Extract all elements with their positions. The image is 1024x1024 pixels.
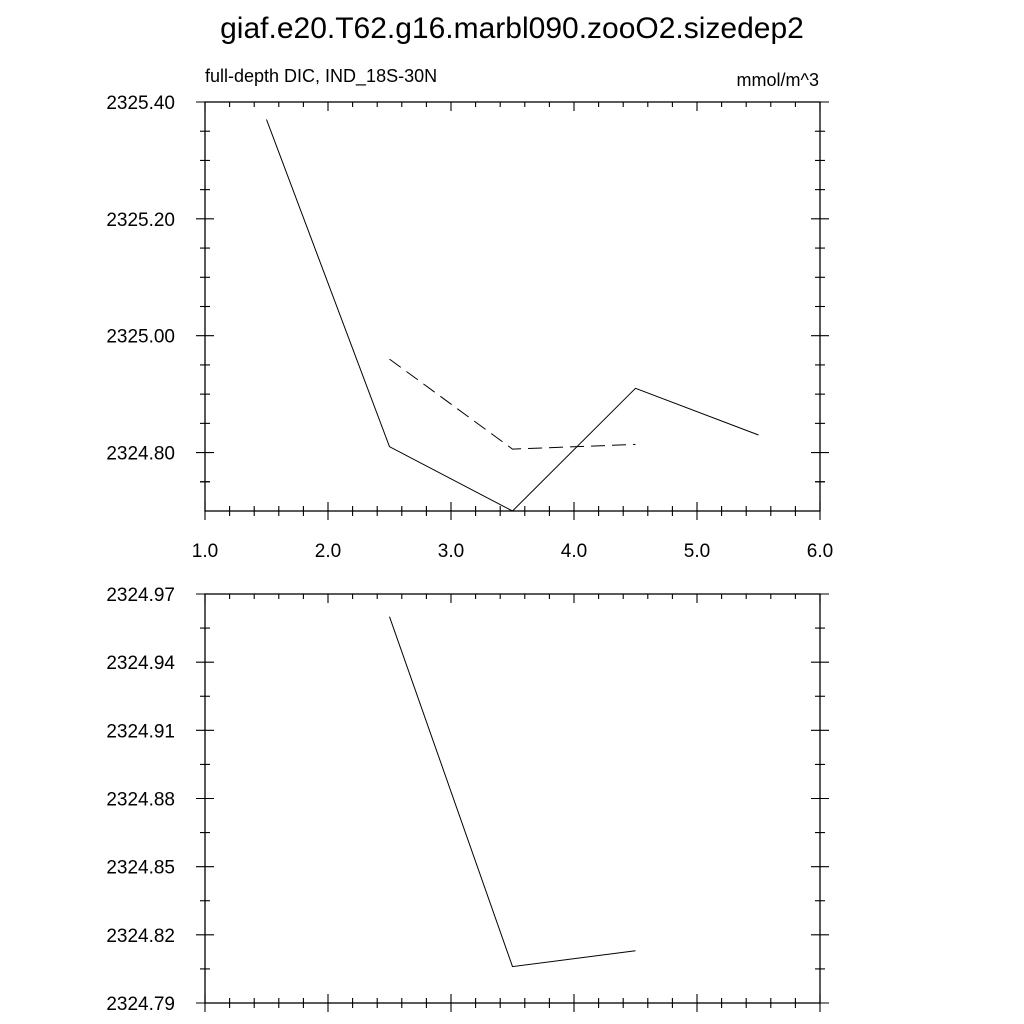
bottom-y-tick-label: 2324.91 (106, 721, 175, 742)
top-tick-marks (196, 101, 829, 520)
main-title: giaf.e20.T62.g16.marbl090.zooO2.sizedep2 (220, 12, 804, 45)
top-x-tick-label: 2.0 (315, 541, 341, 562)
bottom-panel: 2324.79 2324.82 2324.85 2324.88 2324.91 2324.… (106, 585, 829, 1015)
bottom-y-tick-label: 2324.94 (106, 653, 175, 674)
top-x-tick-label: 6.0 (807, 541, 833, 562)
bottom-y-tick-label: 2324.85 (106, 858, 175, 879)
bottom-plot-frame (204, 593, 821, 1004)
top-series-line-dashed (389, 358, 636, 450)
top-tick-labels: 1.0 2.0 3.0 4.0 5.0 6.0 2324.80 2325.00 2325.20 2… (106, 93, 833, 562)
bottom-y-tick-label: 2324.82 (106, 926, 175, 947)
bottom-y-tick-label: 2324.79 (106, 994, 175, 1015)
top-y-tick-label: 2324.80 (106, 444, 175, 465)
top-panel-subtitle: full-depth DIC, IND_18S-30N (205, 66, 437, 87)
top-panel-units: mmol/m^3 (737, 70, 819, 90)
top-series (266, 119, 759, 512)
bottom-y-tick-label: 2324.97 (106, 585, 175, 606)
top-panel: full-depth DIC, IND_18S-30N mmol/m^3 1.0… (106, 66, 833, 562)
top-plot-frame (204, 101, 821, 512)
bottom-tick-marks (196, 593, 829, 1012)
top-y-tick-label: 2325.00 (106, 327, 175, 348)
top-y-tick-label: 2325.40 (106, 93, 175, 114)
bottom-series (389, 616, 636, 968)
bottom-tick-labels: 2324.79 2324.82 2324.85 2324.88 2324.91 2324.… (106, 585, 175, 1015)
top-y-tick-label: 2325.20 (106, 210, 175, 231)
bottom-y-tick-label: 2324.88 (106, 790, 175, 811)
top-x-tick-label: 1.0 (192, 541, 218, 562)
top-x-tick-label: 5.0 (684, 541, 710, 562)
top-series-line-solid (266, 119, 759, 512)
top-x-tick-label: 3.0 (438, 541, 464, 562)
bottom-series-line-solid (389, 616, 636, 968)
top-x-tick-label: 4.0 (561, 541, 587, 562)
